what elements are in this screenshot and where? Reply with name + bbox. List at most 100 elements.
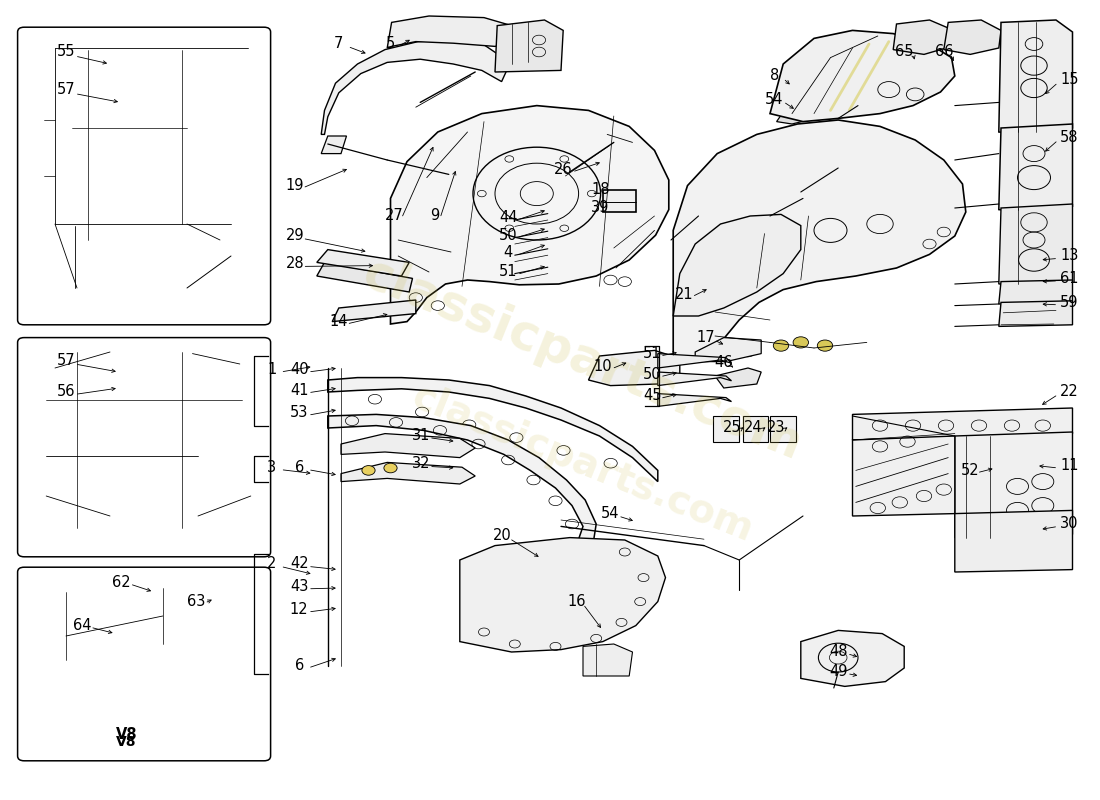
Text: 62: 62 xyxy=(112,575,130,590)
Polygon shape xyxy=(328,414,596,564)
Polygon shape xyxy=(999,124,1072,216)
FancyBboxPatch shape xyxy=(18,567,271,761)
Text: 4: 4 xyxy=(504,246,513,260)
Text: 29: 29 xyxy=(286,229,304,243)
Polygon shape xyxy=(387,16,515,48)
FancyBboxPatch shape xyxy=(18,27,271,325)
Polygon shape xyxy=(999,204,1072,284)
Polygon shape xyxy=(955,432,1072,538)
Text: 51: 51 xyxy=(499,265,517,279)
Text: 59: 59 xyxy=(1060,295,1078,310)
Polygon shape xyxy=(321,40,506,134)
Polygon shape xyxy=(64,576,126,592)
Text: 54: 54 xyxy=(766,92,783,106)
Polygon shape xyxy=(42,290,88,306)
Text: 53: 53 xyxy=(290,406,308,420)
Text: 57: 57 xyxy=(57,82,75,97)
Polygon shape xyxy=(673,214,801,316)
FancyBboxPatch shape xyxy=(18,338,271,557)
Text: 3: 3 xyxy=(267,460,276,474)
Text: 26: 26 xyxy=(554,162,572,177)
Text: 21: 21 xyxy=(675,287,693,302)
Text: 9: 9 xyxy=(430,209,439,223)
Polygon shape xyxy=(317,262,412,292)
Polygon shape xyxy=(583,644,632,676)
Text: 57: 57 xyxy=(57,354,75,368)
Polygon shape xyxy=(893,20,948,54)
Text: 12: 12 xyxy=(290,602,308,617)
Text: 56: 56 xyxy=(57,385,75,399)
Polygon shape xyxy=(770,416,796,442)
Text: V8: V8 xyxy=(116,727,138,742)
Polygon shape xyxy=(999,280,1072,304)
Polygon shape xyxy=(390,106,669,324)
Circle shape xyxy=(362,466,375,475)
Polygon shape xyxy=(332,300,416,322)
Text: classicparts.com: classicparts.com xyxy=(407,378,759,550)
Text: 30: 30 xyxy=(1060,517,1078,531)
Polygon shape xyxy=(495,20,563,72)
Polygon shape xyxy=(658,394,732,406)
Polygon shape xyxy=(341,462,475,484)
Text: 22: 22 xyxy=(1059,385,1079,399)
Text: 27: 27 xyxy=(384,209,404,223)
Circle shape xyxy=(384,463,397,473)
Text: 5: 5 xyxy=(386,36,395,50)
Text: 13: 13 xyxy=(1060,249,1078,263)
Circle shape xyxy=(817,340,833,351)
Text: 17: 17 xyxy=(697,330,715,345)
Text: 24: 24 xyxy=(745,421,762,435)
Polygon shape xyxy=(955,510,1072,572)
Polygon shape xyxy=(673,120,966,362)
Polygon shape xyxy=(317,250,409,276)
Text: 19: 19 xyxy=(286,178,304,193)
Polygon shape xyxy=(39,660,255,740)
Text: 6: 6 xyxy=(295,460,304,474)
Text: 44: 44 xyxy=(499,210,517,225)
Text: 55: 55 xyxy=(57,45,75,59)
Text: 39: 39 xyxy=(592,201,609,215)
Text: 10: 10 xyxy=(594,359,612,374)
Polygon shape xyxy=(852,408,1072,440)
Polygon shape xyxy=(742,416,768,442)
Text: 64: 64 xyxy=(74,618,91,633)
Text: 25: 25 xyxy=(724,421,741,435)
Polygon shape xyxy=(999,301,1072,326)
Polygon shape xyxy=(776,82,816,102)
Polygon shape xyxy=(713,416,739,442)
Text: 46: 46 xyxy=(715,355,733,370)
Polygon shape xyxy=(42,348,255,538)
Polygon shape xyxy=(695,338,761,362)
Polygon shape xyxy=(715,368,761,388)
Text: 20: 20 xyxy=(493,529,513,543)
Text: 15: 15 xyxy=(1060,73,1078,87)
Text: 42: 42 xyxy=(290,557,308,571)
Polygon shape xyxy=(777,110,808,124)
Polygon shape xyxy=(658,372,732,386)
Text: 8: 8 xyxy=(770,68,779,82)
Polygon shape xyxy=(588,350,680,386)
Polygon shape xyxy=(770,30,955,122)
Polygon shape xyxy=(328,378,658,482)
Polygon shape xyxy=(198,290,242,306)
Polygon shape xyxy=(852,436,955,516)
Polygon shape xyxy=(341,434,475,458)
Polygon shape xyxy=(321,136,346,154)
Text: 48: 48 xyxy=(829,645,847,659)
Polygon shape xyxy=(603,190,636,212)
Text: 6: 6 xyxy=(295,658,304,673)
Text: 41: 41 xyxy=(290,383,308,398)
Text: 45: 45 xyxy=(644,389,661,403)
Text: 23: 23 xyxy=(768,421,785,435)
Text: 63: 63 xyxy=(187,594,205,609)
Polygon shape xyxy=(801,630,904,686)
Text: 50: 50 xyxy=(644,367,661,382)
Text: 54: 54 xyxy=(602,506,619,521)
Circle shape xyxy=(773,340,789,351)
Text: 66: 66 xyxy=(935,44,953,58)
Text: 11: 11 xyxy=(1060,458,1078,473)
Polygon shape xyxy=(42,38,255,306)
Polygon shape xyxy=(944,20,1001,54)
Text: 1: 1 xyxy=(267,362,276,377)
Text: 51: 51 xyxy=(644,346,661,361)
